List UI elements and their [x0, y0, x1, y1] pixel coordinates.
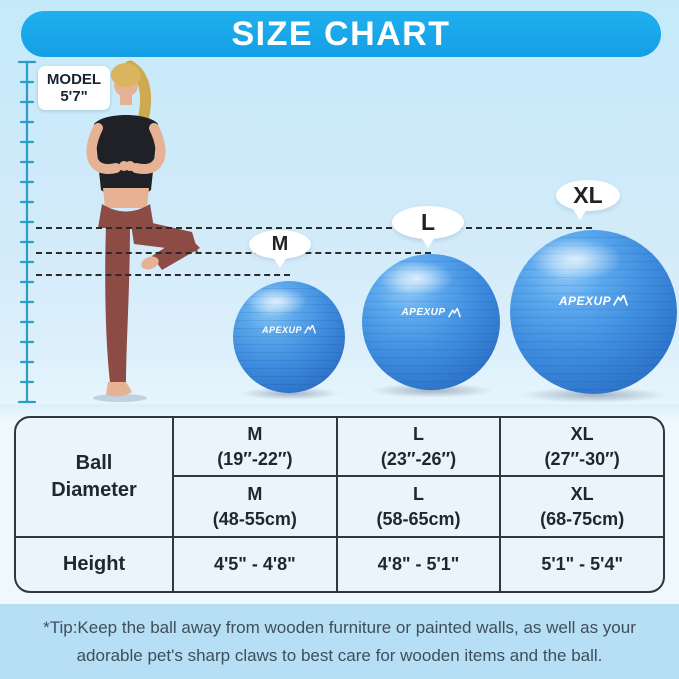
- tip-text-line2: adorable pet's sharp claws to best care …: [76, 645, 603, 665]
- page-title: SIZE CHART: [231, 14, 451, 53]
- cell-size: M: [247, 484, 263, 505]
- mountain-icon: [447, 307, 461, 317]
- ball-shadow: [240, 387, 340, 400]
- model-label-line2: 5'7": [60, 88, 88, 105]
- size-bubble-label: XL: [573, 182, 603, 208]
- apexup-logo: APEXUP: [362, 307, 500, 318]
- cell-l-inch: L (23″-26″): [337, 418, 500, 475]
- cell-range: (19″-22″): [217, 448, 293, 469]
- cell-m-cm: M (48-55cm): [174, 477, 336, 536]
- brand-text: APEXUP: [558, 293, 612, 308]
- cell-range: (68-75cm): [540, 508, 625, 529]
- ball-shadow: [520, 387, 668, 403]
- cell-xl-inch: XL (27″-30″): [501, 418, 663, 475]
- size-bubble-l: L: [392, 206, 464, 248]
- exercise-ball-m: APEXUP: [233, 281, 345, 393]
- size-bubble-label: M: [271, 233, 289, 255]
- cell-range: (58-65cm): [376, 508, 461, 529]
- cell-m-height: 4'5" - 4'8": [174, 538, 336, 591]
- cell-range: (48-55cm): [212, 508, 297, 529]
- brand-text: APEXUP: [401, 307, 446, 319]
- apexup-logo: APEXUP: [510, 294, 677, 308]
- tip-text-line1: *Tip:Keep the ball away from wooden furn…: [43, 618, 636, 637]
- table-header-ball-diameter: Ball Diameter: [16, 418, 172, 536]
- height-text: Height: [62, 553, 126, 575]
- cell-size: XL: [570, 484, 594, 505]
- cell-xl-cm: XL (68-75cm): [501, 477, 663, 536]
- cell-size: XL: [570, 424, 594, 445]
- apexup-logo: APEXUP: [233, 325, 345, 335]
- cell-m-inch: M (19″-22″): [174, 418, 336, 475]
- model-height-label: MODEL 5'7": [38, 66, 110, 110]
- ball-diameter-text: Ball Diameter: [51, 452, 137, 501]
- cell-size: L: [412, 424, 424, 445]
- height-ruler-icon: [17, 60, 37, 404]
- cell-size: M: [247, 424, 263, 445]
- cell-range: (27″-30″): [544, 448, 620, 469]
- brand-text: APEXUP: [261, 324, 302, 335]
- cell-range: (23″-26″): [380, 448, 457, 469]
- exercise-ball-xl: APEXUP: [510, 230, 677, 394]
- guide-line-l: [36, 252, 431, 254]
- cell-size: L: [412, 484, 424, 505]
- size-bubble-label: L: [420, 209, 436, 235]
- table-header-height: Height: [16, 538, 172, 591]
- exercise-ball-l: APEXUP: [362, 254, 500, 390]
- model-label-line1: MODEL: [46, 70, 102, 88]
- ball-shadow: [370, 383, 494, 398]
- cell-l-cm: L (58-65cm): [337, 477, 500, 536]
- size-bubble-m: M: [249, 230, 311, 268]
- size-bubble-xl: XL: [556, 180, 620, 220]
- cell-l-height: 4'8" - 5'1": [337, 538, 500, 591]
- cell-xl-height: 5'1" - 5'4": [501, 538, 663, 591]
- tip-banner: *Tip:Keep the ball away from wooden furn…: [0, 604, 679, 679]
- size-table: Ball Diameter M (19″-22″) L (23″-26″) XL…: [14, 416, 665, 593]
- guide-line-xl: [36, 227, 592, 229]
- title-banner: SIZE CHART: [21, 11, 661, 57]
- floor: [0, 404, 679, 418]
- guide-line-m: [36, 274, 290, 276]
- mountain-icon: [304, 325, 316, 334]
- mountain-icon: [613, 295, 628, 307]
